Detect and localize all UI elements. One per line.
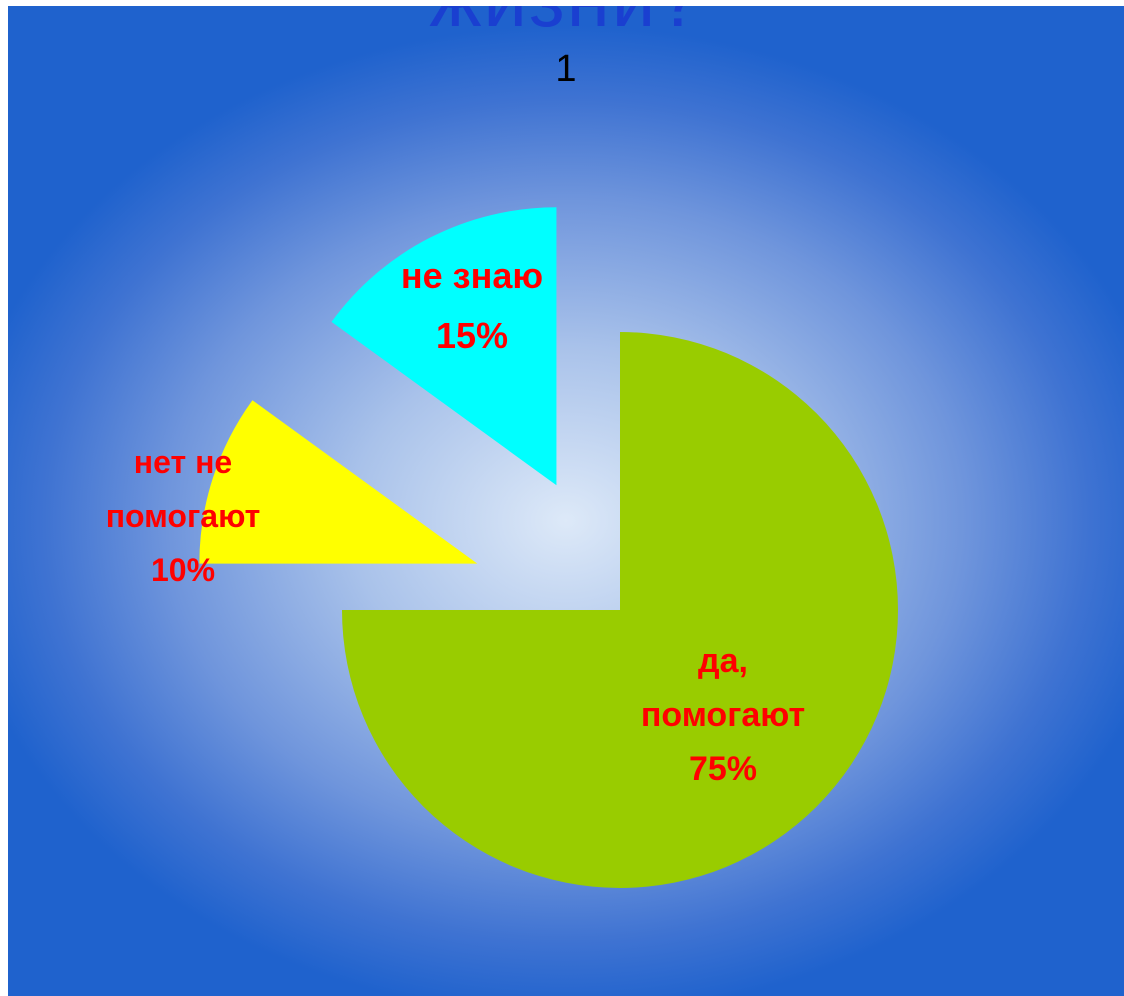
slice-label-3: не знаю 15% (401, 255, 543, 356)
pie-slice-3 (331, 207, 557, 486)
slice-label-2: нет не помогают 10% (106, 444, 261, 588)
pie-slice-1 (342, 332, 898, 888)
clipped-heading: жизни? (8, 6, 1124, 45)
chart-title: 1 (555, 48, 577, 90)
slice-label-1: да, помогают 75% (641, 642, 805, 788)
pie-slice-2 (199, 400, 478, 564)
